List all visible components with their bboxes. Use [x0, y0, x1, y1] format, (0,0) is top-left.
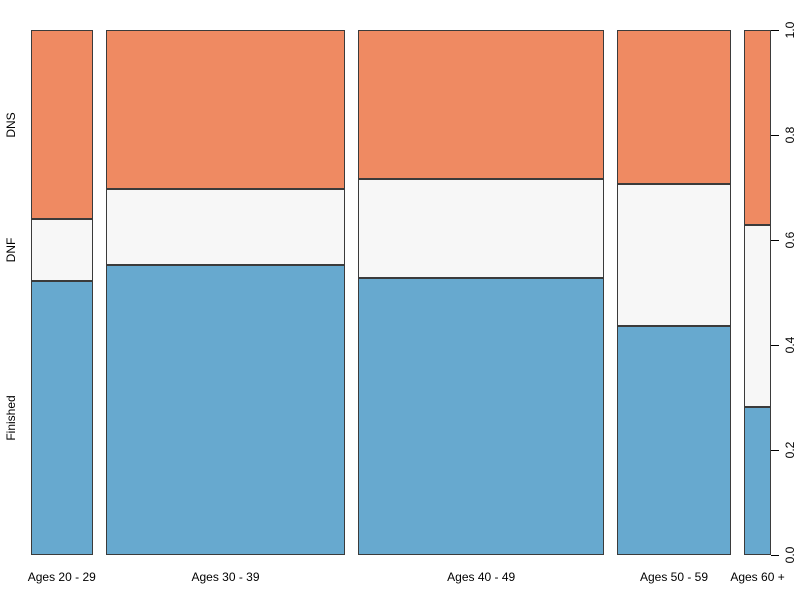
y-axis-tick-0.0	[771, 554, 779, 556]
y-axis-tick-label-1.0: 1.0	[783, 21, 797, 39]
y-axis-tick-0.6	[771, 239, 779, 241]
x-axis-label-ages-60: Ages 60 +	[730, 570, 785, 584]
y-axis-tick-label-0.6: 0.6	[783, 231, 797, 249]
row-label-finished: Finished	[4, 395, 18, 441]
segment-dns-ages-40-49	[358, 30, 604, 179]
row-label-dns: DNS	[4, 111, 18, 138]
segment-dns-ages-50-59	[616, 30, 732, 184]
segment-dns-ages-60	[744, 30, 771, 225]
y-axis-tick-label-0.0: 0.0	[783, 546, 797, 564]
y-axis-tick-0.4	[771, 344, 779, 346]
segment-finished-ages-20-29	[31, 280, 93, 555]
x-axis-label-ages-50-59: Ages 50 - 59	[639, 570, 709, 584]
segment-dnf-ages-30-39	[105, 189, 346, 266]
x-axis-label-ages-30-39: Ages 30 - 39	[191, 570, 260, 584]
y-axis-tick-0.2	[771, 449, 779, 451]
segment-dnf-ages-60	[744, 224, 771, 407]
y-axis-tick-1.0	[771, 29, 779, 31]
y-axis-tick-label-0.8: 0.8	[783, 126, 797, 144]
x-axis-label-ages-40-49: Ages 40 - 49	[447, 570, 516, 584]
segment-finished-ages-60	[744, 406, 771, 555]
segment-finished-ages-50-59	[616, 325, 732, 555]
segment-dnf-ages-40-49	[358, 178, 604, 279]
segment-dnf-ages-20-29	[31, 219, 93, 281]
segment-finished-ages-30-39	[105, 265, 346, 555]
segment-dns-ages-20-29	[31, 30, 93, 219]
segment-finished-ages-40-49	[358, 278, 604, 555]
segment-dnf-ages-50-59	[616, 183, 732, 326]
y-axis-tick-label-0.2: 0.2	[783, 441, 797, 459]
segment-dns-ages-30-39	[105, 30, 346, 190]
y-axis-tick-0.8	[771, 134, 779, 136]
y-axis-tick-label-0.4: 0.4	[783, 336, 797, 354]
row-label-dnf: DNF	[4, 237, 18, 263]
x-axis-label-ages-20-29: Ages 20 - 29	[27, 570, 96, 584]
